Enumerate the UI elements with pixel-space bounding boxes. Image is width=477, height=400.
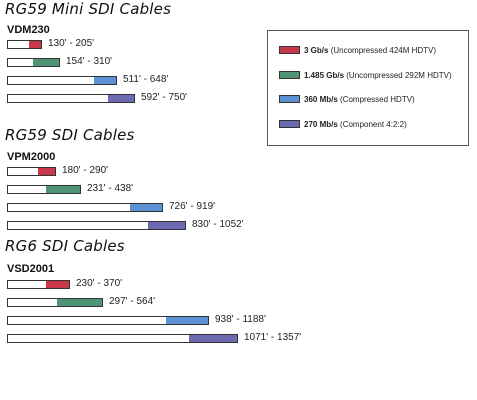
range-label: 297' - 564' xyxy=(109,296,156,307)
range-bar xyxy=(7,221,186,230)
range-fill xyxy=(46,281,69,288)
range-fill xyxy=(57,299,102,306)
range-fill xyxy=(148,222,185,229)
range-bar xyxy=(7,185,81,194)
range-label: 726' - 919' xyxy=(169,201,216,212)
range-bar xyxy=(7,280,70,289)
range-fill xyxy=(94,77,116,84)
range-label: 154' - 310' xyxy=(66,56,113,67)
group-1-title: RG59 Mini SDI Cables xyxy=(5,0,172,18)
range-bar xyxy=(7,167,56,176)
legend-label: 270 Mb/s (Component 4:2:2) xyxy=(304,119,407,129)
range-bar xyxy=(7,76,117,85)
legend-item-270mbs: 270 Mb/s (Component 4:2:2) xyxy=(279,119,407,129)
range-fill xyxy=(166,317,208,324)
group-2-title: RG59 SDI Cables xyxy=(5,126,135,144)
range-label: 180' - 290' xyxy=(62,165,109,176)
range-fill xyxy=(130,204,162,211)
legend-swatch xyxy=(279,46,300,54)
range-label: 231' - 438' xyxy=(87,183,134,194)
range-label: 130' - 205' xyxy=(48,38,95,49)
range-bar xyxy=(7,58,60,67)
group-1-model: VDM230 xyxy=(7,24,50,36)
range-bar xyxy=(7,316,209,325)
legend-item-1485gbs: 1.485 Gb/s (Uncompressed 292M HDTV) xyxy=(279,70,452,80)
range-label: 938' - 1188' xyxy=(215,314,266,325)
legend-label: 1.485 Gb/s (Uncompressed 292M HDTV) xyxy=(304,70,452,80)
range-fill xyxy=(46,186,80,193)
range-bar xyxy=(7,334,238,343)
range-fill xyxy=(38,168,55,175)
group-3-title: RG6 SDI Cables xyxy=(5,237,125,255)
range-label: 830' - 1052' xyxy=(192,219,244,230)
range-bar xyxy=(7,40,42,49)
legend-swatch xyxy=(279,71,300,79)
range-fill xyxy=(29,41,41,48)
legend-swatch xyxy=(279,95,300,103)
range-label: 1071' - 1357' xyxy=(244,332,302,343)
legend-item-3gbs: 3 Gb/s (Uncompressed 424M HDTV) xyxy=(279,45,436,55)
range-fill xyxy=(189,335,237,342)
group-3-model: VSD2001 xyxy=(7,263,55,275)
range-bar xyxy=(7,94,135,103)
legend-label: 3 Gb/s (Uncompressed 424M HDTV) xyxy=(304,45,437,55)
range-bar xyxy=(7,298,103,307)
range-fill xyxy=(108,95,134,102)
legend-item-360mbs: 360 Mb/s (Compressed HDTV) xyxy=(279,94,415,104)
group-2-model: VPM2000 xyxy=(7,151,56,163)
legend-swatch xyxy=(279,120,300,128)
range-label: 230' - 370' xyxy=(76,278,123,289)
range-fill xyxy=(33,59,59,66)
range-bar xyxy=(7,203,163,212)
range-label: 592' - 750' xyxy=(141,92,188,103)
legend: 3 Gb/s (Uncompressed 424M HDTV) 1.485 Gb… xyxy=(267,30,469,146)
range-label: 511' - 648' xyxy=(123,74,169,85)
legend-label: 360 Mb/s (Compressed HDTV) xyxy=(304,94,415,104)
